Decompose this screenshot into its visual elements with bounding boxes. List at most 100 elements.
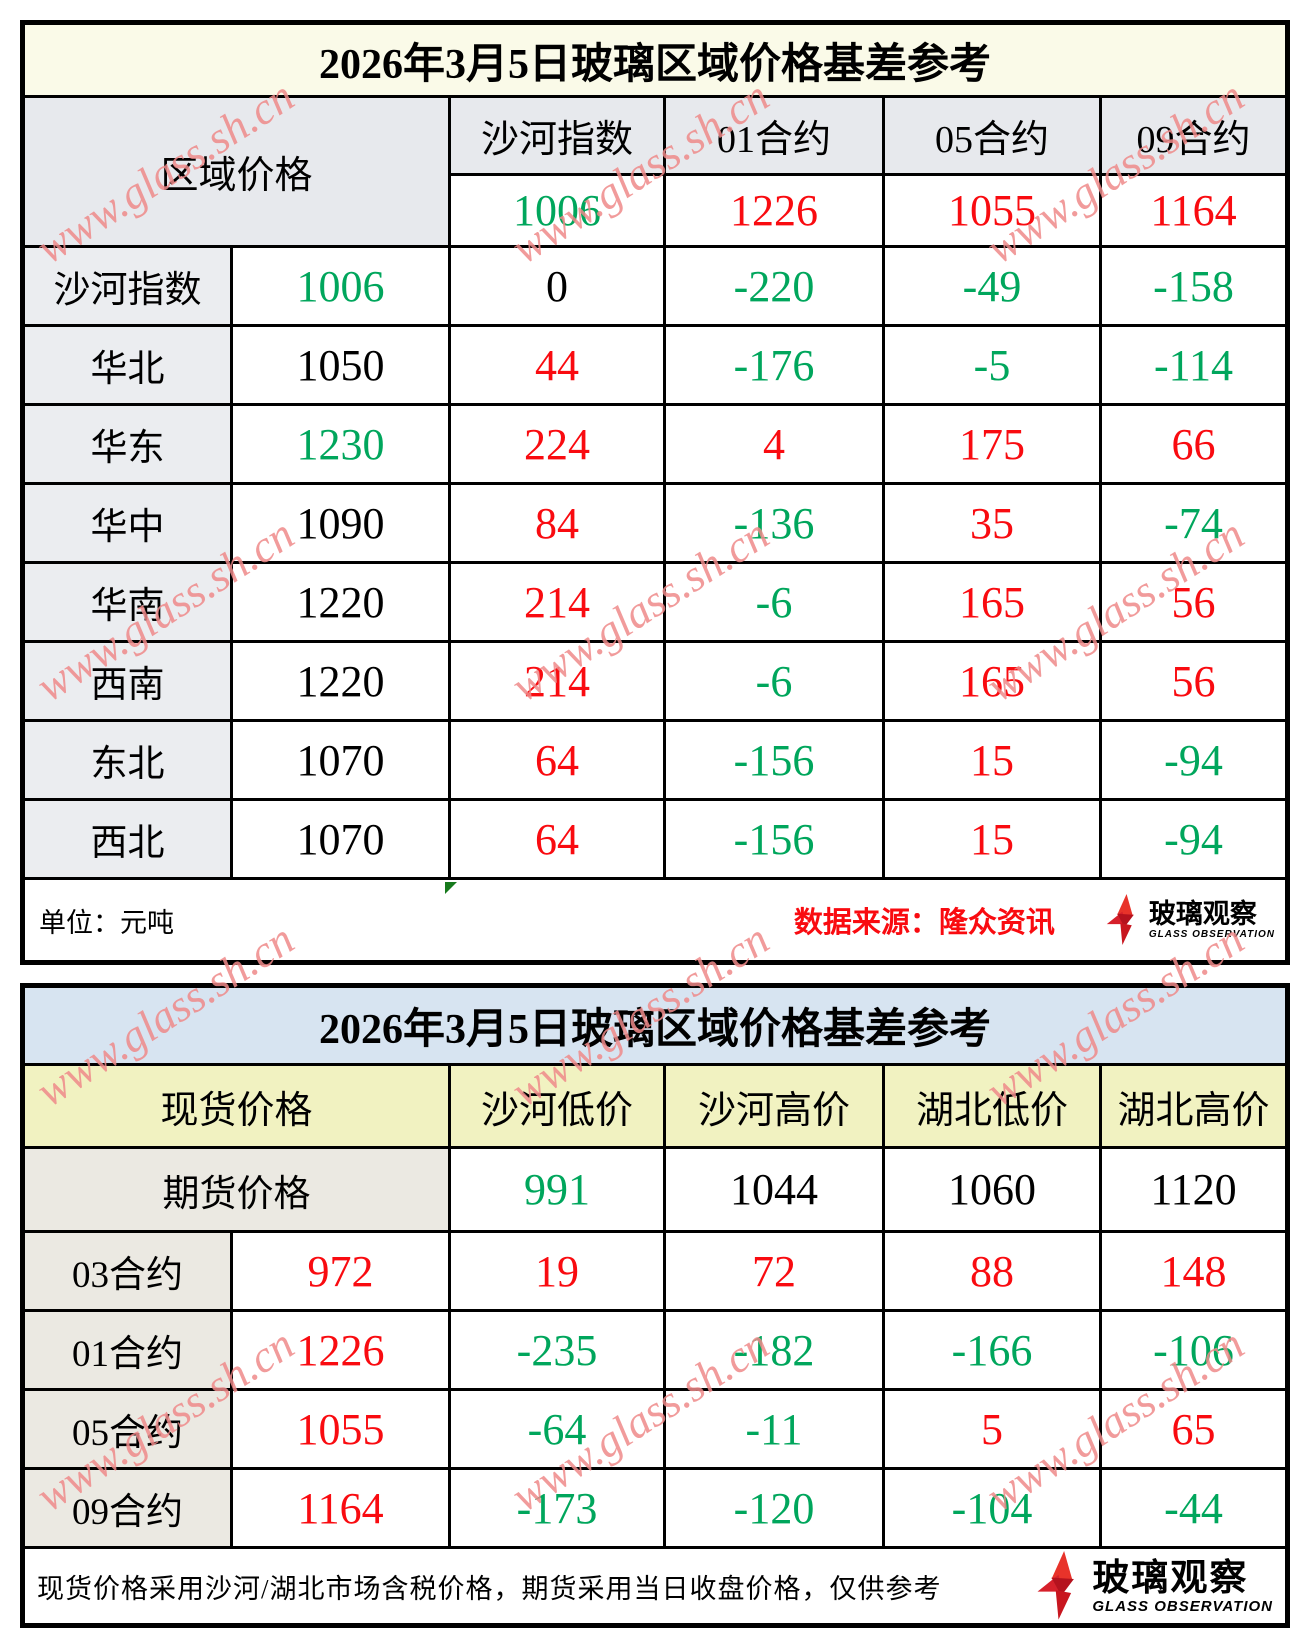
table1-cell: 1090 — [233, 485, 448, 561]
table1-cell: -136 — [666, 485, 882, 561]
table2-title: 2026年3月5日玻璃区域价格基差参考 — [25, 988, 1285, 1063]
table1-cell: -94 — [1102, 722, 1285, 798]
table2-col-header: 沙河低价 — [451, 1066, 663, 1146]
table2-cell: -120 — [666, 1470, 882, 1546]
logo-cn-text: 玻璃观察 — [1148, 898, 1257, 929]
table1-cell: 84 — [451, 485, 663, 561]
table2-cell: -106 — [1102, 1312, 1285, 1388]
table1-title: 2026年3月5日玻璃区域价格基差参考 — [25, 25, 1285, 95]
table2-footer: 现货价格采用沙河/湖北市场含税价格，期货采用当日收盘价格，仅供参考 玻璃观察 G… — [25, 1549, 1285, 1623]
table2-cell: 972 — [233, 1233, 448, 1309]
table1-cell: 175 — [885, 406, 1099, 482]
table1-cell: 1006 — [233, 248, 448, 324]
table1-cell: -5 — [885, 327, 1099, 403]
logo-cn-text: 玻璃观察 — [1092, 1556, 1249, 1598]
table1-cell: 1070 — [233, 722, 448, 798]
table1-row-label: 西北 — [25, 801, 230, 877]
table1-footer: 单位：元吨 数据来源：隆众资讯 玻璃观察 GLASS OBSERVATION — [25, 880, 1285, 960]
table2-cell: 65 — [1102, 1391, 1285, 1467]
table2-cell: 1164 — [233, 1470, 448, 1546]
table1-cell: 64 — [451, 801, 663, 877]
table1-corner-label: 区域价格 — [25, 98, 448, 245]
table2-futures-value: 1060 — [885, 1149, 1099, 1230]
table2-row-label: 03合约 — [25, 1233, 230, 1309]
table2-cell: 72 — [666, 1233, 882, 1309]
table1-row-label: 华北 — [25, 327, 230, 403]
watermark-text: www.glass.sh.cn — [72, 0, 384, 19]
table1-row-label: 西南 — [25, 643, 230, 719]
regional-basis-table: 2026年3月5日玻璃区域价格基差参考 区域价格 沙河指数 01合约 05合约 … — [20, 20, 1290, 965]
table2-cell: 148 — [1102, 1233, 1285, 1309]
table2-row-label: 09合约 — [25, 1470, 230, 1546]
table2-cell: 19 — [451, 1233, 663, 1309]
table1-row-label: 华中 — [25, 485, 230, 561]
table1-cell: -114 — [1102, 327, 1285, 403]
table2-col-header: 湖北高价 — [1102, 1066, 1285, 1146]
table1-cell: 224 — [451, 406, 663, 482]
table1-cell: -6 — [666, 564, 882, 640]
table2-cell: -64 — [451, 1391, 663, 1467]
table2-cell: 5 — [885, 1391, 1099, 1467]
table1-cell: -220 — [666, 248, 882, 324]
table1-cell: 66 — [1102, 406, 1285, 482]
unit-label: 单位：元吨 — [39, 907, 174, 938]
spot-futures-basis-table: 2026年3月5日玻璃区域价格基差参考 现货价格 沙河低价 沙河高价 湖北低价 … — [20, 983, 1290, 1628]
table1-row-label: 华南 — [25, 564, 230, 640]
logo-en-text: GLASS OBSERVATION — [1092, 1597, 1273, 1615]
table2-cell: -44 — [1102, 1470, 1285, 1546]
table1-cell: -156 — [666, 801, 882, 877]
table2-cell: -104 — [885, 1470, 1099, 1546]
table1-cell: 4 — [666, 406, 882, 482]
table1-cell: 1070 — [233, 801, 448, 877]
table1-col-header: 09合约 — [1102, 98, 1285, 173]
table1-cell: -6 — [666, 643, 882, 719]
table2-cell: -182 — [666, 1312, 882, 1388]
table1-cell: -156 — [666, 722, 882, 798]
table1-cell: 15 — [885, 722, 1099, 798]
table2-futures-value: 1044 — [666, 1149, 882, 1230]
table1-cell: 1050 — [233, 327, 448, 403]
table1-row-label: 东北 — [25, 722, 230, 798]
table2-cell: -166 — [885, 1312, 1099, 1388]
table1-cell: 56 — [1102, 643, 1285, 719]
logo-star-icon — [1037, 1551, 1075, 1620]
table1-col-header: 01合约 — [666, 98, 882, 173]
table2-cell: -235 — [451, 1312, 663, 1388]
table1-row-label: 沙河指数 — [25, 248, 230, 324]
table1-cell: 44 — [451, 327, 663, 403]
table2-row-label: 05合约 — [25, 1391, 230, 1467]
table2-col-header: 沙河高价 — [666, 1066, 882, 1146]
table2-cell: -11 — [666, 1391, 882, 1467]
logo-star-icon — [1106, 894, 1134, 945]
table1-cell: 214 — [451, 643, 663, 719]
table1-cell: -158 — [1102, 248, 1285, 324]
table2-cell: 1226 — [233, 1312, 448, 1388]
table1-cell: 15 — [885, 801, 1099, 877]
table1-cell: 64 — [451, 722, 663, 798]
table2-futures-value: 1120 — [1102, 1149, 1285, 1230]
table1-cell: 165 — [885, 564, 1099, 640]
table1-cell: -176 — [666, 327, 882, 403]
table1-cell: -49 — [885, 248, 1099, 324]
table1-cell: 1230 — [233, 406, 448, 482]
table2-cell: -173 — [451, 1470, 663, 1546]
table2-col-header: 湖北低价 — [885, 1066, 1099, 1146]
glass-observation-logo: 玻璃观察 GLASS OBSERVATION — [1105, 894, 1275, 946]
table1-row-label: 华东 — [25, 406, 230, 482]
table1-cell: 0 — [451, 248, 663, 324]
table2-corner-label: 现货价格 — [25, 1066, 448, 1146]
table2-cell: 88 — [885, 1233, 1099, 1309]
table2-row-label: 01合约 — [25, 1312, 230, 1388]
table1-ref-value: 1226 — [666, 176, 882, 245]
table1-ref-value: 1055 — [885, 176, 1099, 245]
table2-futures-label: 期货价格 — [25, 1149, 448, 1230]
table2-futures-value: 991 — [451, 1149, 663, 1230]
table1-col-header: 沙河指数 — [451, 98, 663, 173]
watermark-text: www.glass.sh.cn — [841, 0, 1153, 19]
glass-observation-logo: 玻璃观察 GLASS OBSERVATION — [1036, 1551, 1273, 1621]
data-source-label: 数据来源：隆众资讯 — [793, 907, 1055, 939]
table2-cell: 1055 — [233, 1391, 448, 1467]
table1-ref-value: 1006 — [451, 176, 663, 245]
logo-en-text: GLASS OBSERVATION — [1148, 928, 1275, 940]
